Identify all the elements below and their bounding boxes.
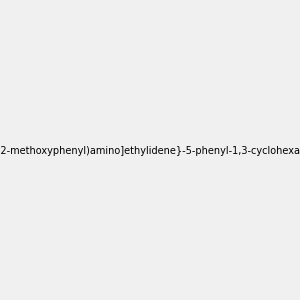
Text: 2-{1-[(2-methoxyphenyl)amino]ethylidene}-5-phenyl-1,3-cyclohexanedione: 2-{1-[(2-methoxyphenyl)amino]ethylidene}… <box>0 146 300 157</box>
